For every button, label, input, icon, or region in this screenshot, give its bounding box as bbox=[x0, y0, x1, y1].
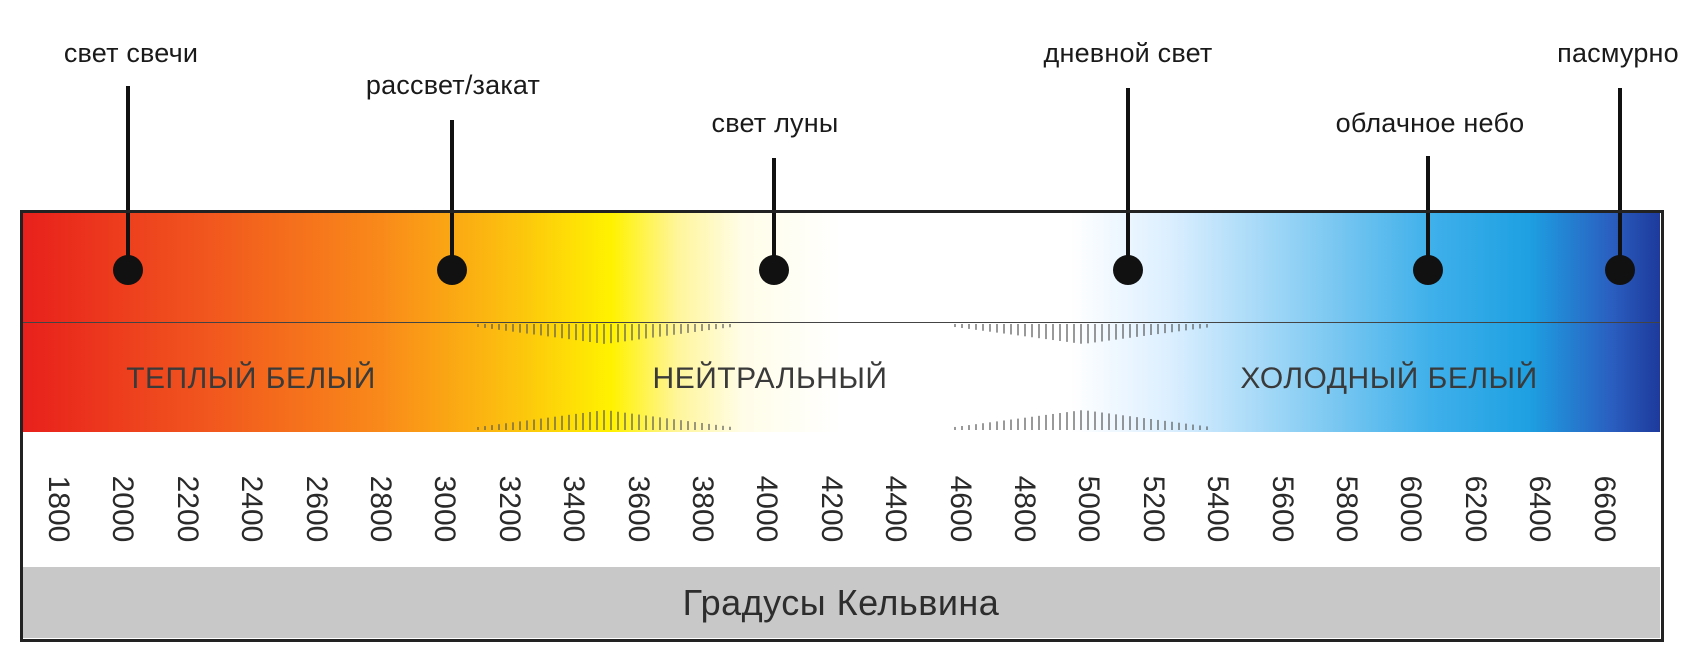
marker-label-sunrise-sunset: рассвет/закат bbox=[365, 70, 541, 100]
kelvin-scale-row: 1800 2000 2200 2400 2600 2800 3000 3200 3400 3600… bbox=[22, 432, 1660, 567]
marker-dot bbox=[437, 255, 467, 285]
marker-label-candle: свет свечи bbox=[63, 38, 199, 68]
footer-title: Градусы Кельвина bbox=[682, 581, 1000, 623]
marker-label-overcast: пасмурно bbox=[1557, 38, 1679, 68]
marker-dot bbox=[1113, 255, 1143, 285]
spectrum-divider-line bbox=[22, 322, 1660, 323]
marker-dot bbox=[113, 255, 143, 285]
marker-label-moonlight: свет луны bbox=[711, 108, 839, 138]
marker-dot bbox=[759, 255, 789, 285]
zone-label-cool: ХОЛОДНЫЙ БЕЛЫЙ bbox=[1240, 362, 1538, 395]
marker-label-cloudy-sky: облачное небо bbox=[1335, 108, 1525, 138]
marker-label-daylight: дневной свет bbox=[1043, 38, 1213, 68]
footer-band: Градусы Кельвина bbox=[22, 567, 1660, 638]
zone-label-warm: ТЕПЛЫЙ БЕЛЫЙ bbox=[126, 362, 376, 395]
zone-label-neutral: НЕЙТРАЛЬНЫЙ bbox=[652, 362, 888, 395]
marker-dot bbox=[1413, 255, 1443, 285]
spectrum-gradient-bar: ТЕПЛЫЙ БЕЛЫЙ НЕЙТРАЛЬНЫЙ ХОЛОДНЫЙ БЕЛЫЙ bbox=[22, 212, 1660, 432]
marker-dot bbox=[1605, 255, 1635, 285]
